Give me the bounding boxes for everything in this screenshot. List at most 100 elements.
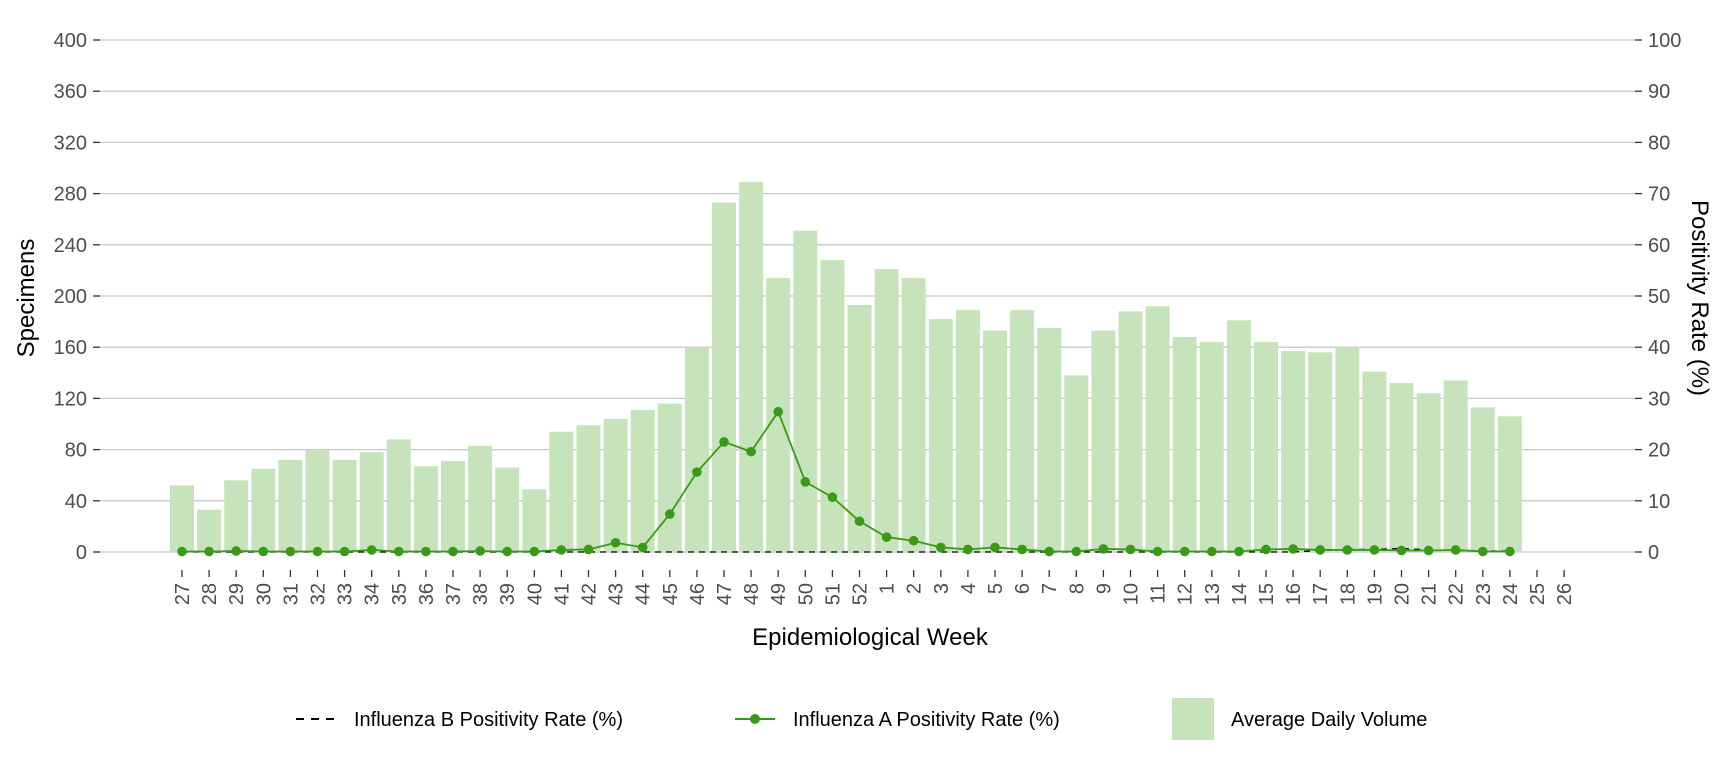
bar [1470,407,1495,552]
x-tick-label: 51 [822,583,844,605]
y-right-tick-label: 30 [1648,388,1670,410]
y-right-tick-label: 40 [1648,337,1670,359]
data-point-influenza-a [665,509,675,519]
x-tick-label: 43 [606,583,628,605]
data-point-influenza-a [1152,546,1163,557]
data-point-influenza-a [1450,545,1461,555]
y-right-tick-label: 80 [1648,132,1670,154]
x-tick-label: 33 [335,583,357,605]
bar [712,202,736,552]
x-tick-label: 2 [904,583,926,594]
x-tick-label: 35 [389,583,411,605]
bar [197,509,222,552]
bar [1064,375,1089,552]
legend-key-average-daily-volume [1172,698,1214,740]
bar [386,439,411,552]
x-tick-label: 8 [1066,583,1088,594]
x-tick-label: 30 [253,583,275,605]
data-point-influenza-a [1071,546,1082,557]
y-left-tick-label: 280 [54,184,87,206]
bar [684,347,709,552]
data-point-influenza-a [258,546,269,557]
x-tick-label: 37 [443,583,465,605]
bar [1443,380,1468,552]
x-tick-label: 10 [1121,583,1143,605]
y-right-tick-label: 20 [1648,440,1670,462]
bar [413,466,438,552]
data-point-influenza-a [204,546,214,557]
x-tick-label: 29 [226,583,248,605]
data-point-influenza-a [231,546,241,556]
data-point-influenza-a [1261,544,1271,555]
bar [1281,351,1306,552]
y-left-tick-label: 80 [65,440,87,462]
bar [1091,330,1116,552]
y-axis-right-title: Positivity Rate (%) [1686,200,1713,396]
legend-label-influenza-a: Influenza A Positivity Rate (%) [793,709,1060,731]
data-point-influenza-a [908,535,919,546]
data-point-influenza-a [963,544,973,555]
data-point-influenza-a [1315,545,1325,555]
data-point-influenza-a [1098,544,1109,554]
data-point-influenza-a [990,542,1000,553]
bar [332,459,357,552]
y-left-tick-label: 200 [54,286,87,308]
legend: Influenza B Positivity Rate (%) Influenz… [296,698,1427,740]
bar [874,269,899,552]
bar [224,480,249,552]
x-tick-label: 27 [172,583,194,605]
x-tick-label: 39 [497,583,519,605]
y-left-tick-label: 400 [54,30,87,52]
bars-average-daily-volume [170,182,1522,552]
data-point-influenza-a [719,437,729,447]
bar [576,425,601,552]
bar [1416,393,1441,552]
x-tick-label: 13 [1202,583,1224,605]
data-point-influenza-a [285,546,296,557]
x-axis-title: Epidemiological Week [752,624,989,651]
data-point-influenza-a [421,546,431,557]
x-tick-label: 16 [1283,583,1305,605]
data-point-influenza-a [936,542,946,553]
x-tick-label: 49 [768,583,790,605]
x-tick-label: 34 [362,583,384,605]
bar [1145,306,1170,552]
x-tick-label: 17 [1310,583,1332,605]
bar [522,489,547,552]
x-tick-label: 3 [931,583,953,594]
data-point-influenza-a [529,546,540,557]
x-tick-label: 14 [1229,583,1251,605]
x-tick-label: 42 [579,583,601,605]
x-tick-label: 21 [1419,583,1441,605]
bar [901,278,926,552]
y-right-tick-label: 10 [1648,491,1670,513]
x-tick-label: 9 [1093,583,1115,594]
y-left-tick-label: 160 [54,337,87,359]
bar [1308,352,1333,552]
data-point-influenza-a [475,546,485,556]
data-point-influenza-a [1369,545,1380,555]
x-tick-label: 26 [1554,583,1576,605]
bar [359,452,384,552]
data-point-influenza-a [1396,545,1407,556]
x-tick-label: 41 [551,583,573,605]
x-tick-label: 24 [1500,583,1522,605]
y-right-tick-label: 50 [1648,286,1670,308]
bar [278,459,303,552]
bar [441,461,465,552]
bar [468,445,493,552]
bar [1362,371,1387,552]
bar [1254,342,1278,552]
data-point-influenza-a [1234,546,1244,557]
x-tick-label: 19 [1364,583,1386,605]
bar [305,449,330,552]
bar [1199,342,1224,552]
x-tick-label: 47 [714,583,736,605]
bar [1010,310,1035,552]
x-tick-label: 4 [958,583,980,594]
x-tick-label: 44 [633,583,655,605]
x-tick-label: 12 [1175,583,1197,605]
bar [928,319,953,552]
x-tick-label: 7 [1039,583,1061,594]
x-axis: 27 28 29 30 31 32 33 34 35 36 37 38 39 40 41 42 43 44 45 46… [172,570,1576,605]
